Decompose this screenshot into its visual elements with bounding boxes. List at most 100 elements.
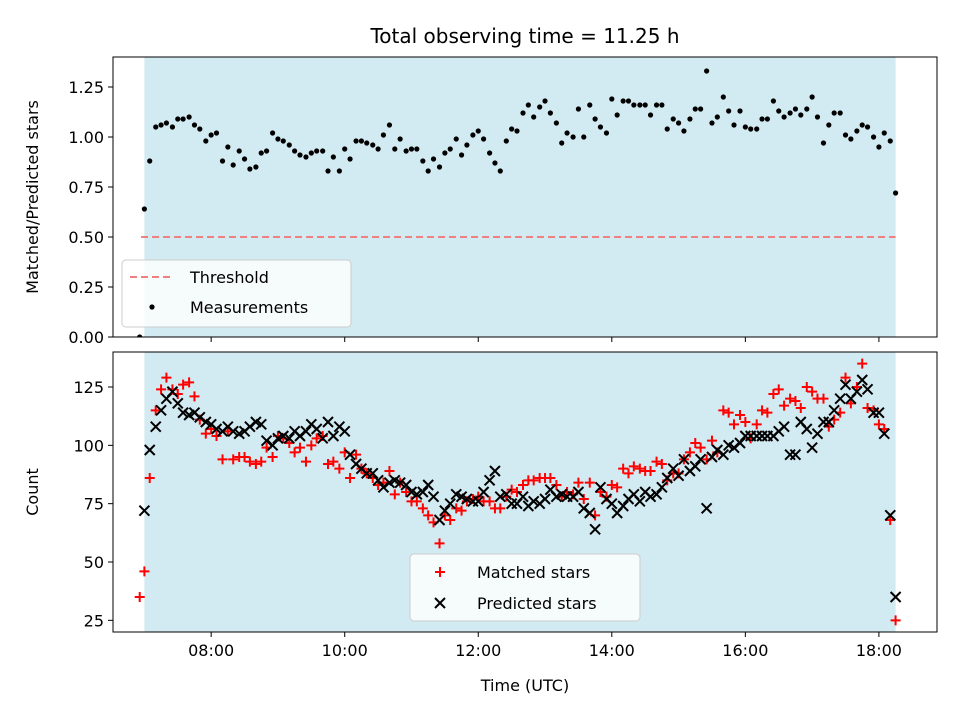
measurement-point [219, 158, 226, 164]
matched-star-point [267, 452, 278, 462]
predicted-star-point [823, 416, 835, 428]
measurement-point [153, 124, 159, 130]
matched-star-point [634, 463, 645, 474]
matched-star-point [289, 447, 300, 458]
matched-star-point [139, 566, 150, 577]
matched-star-point [144, 473, 155, 483]
measurement-point [620, 98, 626, 104]
measurement-point [770, 98, 777, 104]
measurement-point [826, 122, 832, 128]
measurement-point [141, 206, 147, 212]
measurement-point [804, 106, 810, 112]
measurement-point [698, 106, 704, 112]
measurement-point [720, 94, 726, 100]
predicted-star-point [778, 420, 790, 433]
measurement-point [870, 134, 877, 140]
predicted-star-point [433, 514, 446, 526]
matched-star-point [735, 410, 746, 420]
predicted-star-point [834, 392, 846, 405]
matched-star-point [351, 449, 362, 460]
predicted-star-point [789, 448, 802, 461]
measurement-point [764, 116, 770, 122]
predicted-star-point [828, 404, 840, 417]
matched-star-point [244, 456, 255, 467]
matched-star-point [606, 480, 617, 490]
matched-star-point [434, 538, 445, 549]
predicted-star-point [734, 437, 746, 449]
measurement-point [336, 168, 342, 174]
measurement-point [637, 102, 643, 108]
matched-star-point [645, 466, 656, 476]
measurement-point [681, 128, 687, 134]
predicted-star-point [634, 495, 646, 508]
matched-star-point [411, 496, 422, 507]
measurement-point [714, 114, 720, 120]
x-tick-label: 08:00 [188, 641, 234, 660]
matched-star-point [228, 454, 239, 465]
predicted-star-point [851, 385, 863, 398]
predicted-star-point [483, 474, 496, 487]
matched-star-point [323, 459, 334, 469]
measurement-point [848, 136, 854, 142]
measurement-point [792, 106, 799, 112]
measurement-point [425, 168, 431, 174]
matched-star-point [156, 384, 167, 395]
measurement-point [275, 136, 281, 142]
measurement-point [180, 116, 186, 122]
predicted-star-point [138, 504, 151, 517]
predicted-star-point [327, 430, 340, 442]
predicted-star-point [873, 406, 885, 419]
matched-star-point [345, 473, 356, 483]
matched-star-point [384, 466, 395, 476]
measurement-point [704, 68, 710, 74]
predicted-star-point [661, 472, 673, 484]
measurement-point [230, 162, 236, 168]
measurement-point [436, 164, 443, 170]
y-axis-label: Matched/Predicted stars [23, 100, 42, 294]
measurement-point [509, 126, 515, 132]
measurement-point [587, 102, 593, 108]
predicted-star-point [717, 448, 730, 461]
matched-star-point [628, 461, 639, 472]
y-tick-label: 0.50 [68, 228, 104, 247]
measurement-point [731, 122, 737, 128]
measurement-point [303, 154, 309, 160]
matched-star-point [785, 393, 796, 404]
measurement-point [575, 106, 582, 112]
measurement-point [492, 160, 498, 166]
measurement-point [675, 120, 682, 126]
predicted-star-point [255, 418, 267, 431]
predicted-star-point [801, 423, 813, 435]
predicted-star-point [422, 479, 434, 491]
predicted-star-point [700, 502, 713, 515]
measurement-point [837, 110, 843, 116]
measurement-point [542, 98, 548, 104]
measurement-point [453, 136, 459, 142]
matched-star-point [545, 473, 556, 483]
matched-star-point [751, 419, 762, 430]
measurement-point [325, 168, 331, 174]
matched-star-point [690, 438, 701, 448]
measurement-point [408, 146, 415, 152]
predicted-star-point [500, 488, 513, 501]
y-tick-label: 1.00 [68, 128, 104, 147]
measurement-point [859, 122, 865, 128]
measurement-point [280, 138, 286, 144]
matched-star-point [578, 494, 589, 504]
predicted-star-point [806, 441, 818, 454]
measurement-point [854, 128, 860, 134]
measurement-point [253, 164, 259, 170]
matched-star-point [423, 510, 434, 521]
measurement-point [297, 152, 303, 158]
measurement-point [670, 116, 676, 122]
predicted-star-point [166, 385, 179, 398]
predicted-star-point [594, 481, 607, 494]
measurement-point [631, 102, 637, 108]
matched-star-point [150, 405, 161, 416]
predicted-star-point [150, 420, 162, 433]
measurement-point [653, 102, 660, 108]
predicted-star-point [472, 495, 484, 508]
predicted-star-point [589, 523, 601, 536]
matched-star-point [890, 615, 901, 626]
matched-star-point [573, 477, 584, 488]
